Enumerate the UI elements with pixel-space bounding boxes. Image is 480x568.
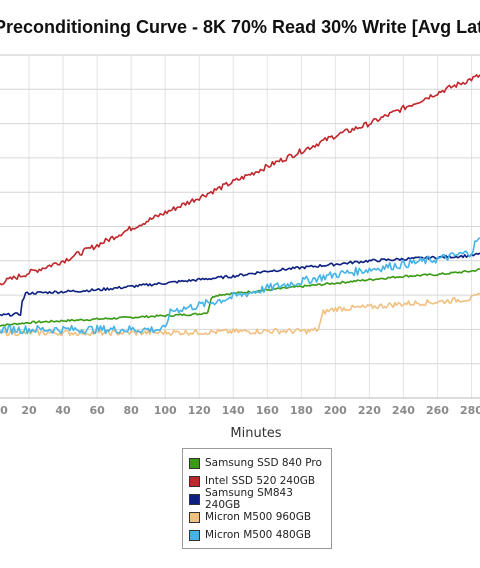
x-tick-label: 20	[21, 404, 37, 417]
legend-item: Samsung SSD 840 Pro	[189, 454, 331, 472]
legend-label: Micron M500 960GB	[205, 511, 312, 523]
x-tick-label: 140	[222, 404, 245, 417]
grid-layer	[0, 54, 480, 399]
legend-label: Intel SSD 520 240GB	[205, 475, 316, 487]
x-tick-label: 40	[55, 404, 71, 417]
x-tick-label: 60	[89, 404, 105, 417]
x-tick-label: 160	[256, 404, 279, 417]
legend-swatch	[189, 511, 200, 523]
legend-item: Intel SSD 520 240GB	[189, 472, 331, 490]
x-tick-label: 280	[460, 404, 480, 417]
legend-item: Micron M500 960GB	[189, 508, 331, 526]
series-line	[0, 237, 480, 335]
legend-swatch	[189, 493, 200, 505]
legend-label: Samsung SM843 240GB	[205, 487, 293, 511]
legend-swatch	[189, 475, 200, 487]
series-line	[0, 74, 480, 286]
legend-swatch	[189, 529, 200, 541]
legend-item: Samsung SM843 240GB	[189, 487, 331, 511]
chart-svg: 0 20 40 60 80 100 120 140 160 180 200 220 240 260 280 …	[0, 54, 480, 440]
chart-legend: Samsung SSD 840 Pro Intel SSD 520 240GB Sa…	[182, 448, 332, 549]
x-tick-label: 200	[324, 404, 347, 417]
series-line	[0, 292, 480, 337]
x-tick-label: 0	[0, 404, 8, 417]
chart-title: Preconditioning Curve - 8K 70% Read 30% …	[0, 17, 480, 37]
x-tick-label: 220	[358, 404, 381, 417]
legend-label: Micron M500 480GB	[205, 529, 312, 541]
x-tick-label: 100	[154, 404, 177, 417]
x-tick-label: 120	[188, 404, 211, 417]
x-axis-label: Minutes	[230, 426, 281, 440]
x-tick-label: 240	[392, 404, 415, 417]
series-line	[0, 252, 480, 317]
x-tick-layer: 0 20 40 60 80 100 120 140 160 180 200 220 240 260 280	[0, 404, 480, 417]
x-tick-label: 80	[123, 404, 139, 417]
legend-label: Samsung SSD 840 Pro	[205, 457, 322, 469]
x-tick-label: 180	[290, 404, 313, 417]
series-layer	[0, 74, 480, 337]
series-line	[0, 268, 480, 327]
legend-item: Micron M500 480GB	[189, 526, 331, 544]
legend-swatch	[189, 457, 200, 469]
x-tick-label: 260	[426, 404, 449, 417]
